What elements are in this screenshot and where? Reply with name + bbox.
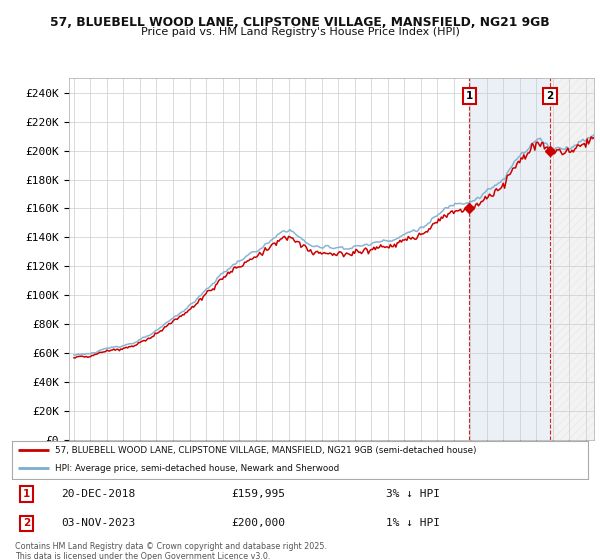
Text: Contains HM Land Registry data © Crown copyright and database right 2025.
This d: Contains HM Land Registry data © Crown c… [15, 542, 327, 560]
Text: 20-DEC-2018: 20-DEC-2018 [61, 489, 135, 499]
Text: 2: 2 [547, 91, 554, 101]
Bar [550, 78, 594, 440]
Text: 3% ↓ HPI: 3% ↓ HPI [386, 489, 440, 499]
Text: 03-NOV-2023: 03-NOV-2023 [61, 519, 135, 529]
Text: £200,000: £200,000 [231, 519, 285, 529]
Text: £159,995: £159,995 [231, 489, 285, 499]
Bar [469, 78, 550, 440]
Text: 2: 2 [23, 519, 30, 529]
Text: Price paid vs. HM Land Registry's House Price Index (HPI): Price paid vs. HM Land Registry's House … [140, 27, 460, 37]
Text: 57, BLUEBELL WOOD LANE, CLIPSTONE VILLAGE, MANSFIELD, NG21 9GB: 57, BLUEBELL WOOD LANE, CLIPSTONE VILLAG… [50, 16, 550, 29]
Text: 57, BLUEBELL WOOD LANE, CLIPSTONE VILLAGE, MANSFIELD, NG21 9GB (semi-detached ho: 57, BLUEBELL WOOD LANE, CLIPSTONE VILLAG… [55, 446, 476, 455]
Text: HPI: Average price, semi-detached house, Newark and Sherwood: HPI: Average price, semi-detached house,… [55, 464, 340, 473]
Text: 1% ↓ HPI: 1% ↓ HPI [386, 519, 440, 529]
Text: 1: 1 [23, 489, 30, 499]
Text: 1: 1 [466, 91, 473, 101]
